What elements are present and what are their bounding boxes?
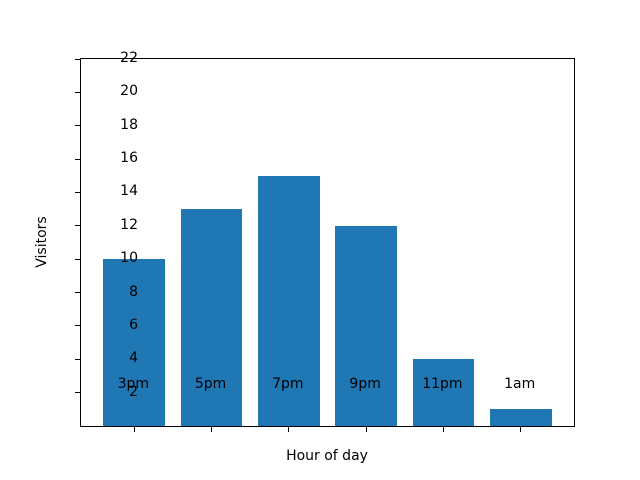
y-tick-mark — [75, 191, 80, 193]
x-tick-mark — [211, 427, 213, 432]
x-tick-label-7pm: 7pm — [272, 376, 304, 392]
bar-9pm — [335, 225, 398, 426]
x-tick-mark — [520, 427, 522, 432]
x-tick-label-11pm: 11pm — [422, 376, 463, 392]
x-tick-label-3pm: 3pm — [117, 376, 150, 392]
y-tick-mark — [75, 392, 80, 394]
x-tick-mark — [365, 427, 367, 432]
y-tick-label: 2 — [129, 383, 138, 400]
plot-area — [75, 58, 575, 432]
y-tick-label: 12 — [120, 216, 138, 233]
y-tick-mark — [75, 258, 80, 260]
x-tick-label-5pm: 5pm — [194, 376, 227, 392]
y-axis-label: Visitors — [34, 216, 50, 268]
y-tick-label: 8 — [129, 283, 138, 300]
y-tick-label: 16 — [120, 150, 138, 167]
x-tick-label-1am: 1am — [504, 376, 536, 392]
y-tick-mark — [75, 125, 80, 127]
bar-11pm — [412, 359, 475, 426]
x-tick-mark — [442, 427, 444, 432]
y-tick-label: 20 — [120, 83, 138, 100]
x-tick-label-9pm: 9pm — [349, 376, 381, 392]
x-tick-mark — [133, 427, 135, 432]
y-tick-mark — [75, 158, 80, 160]
y-tick-label: 18 — [120, 116, 138, 133]
bar-5pm — [180, 209, 243, 426]
bar-3pm — [103, 259, 166, 426]
y-tick-label: 22 — [120, 50, 138, 66]
bar-1am — [489, 409, 552, 426]
y-tick-label: 6 — [129, 316, 138, 333]
y-tick-label: 10 — [120, 250, 138, 267]
y-tick-label: 4 — [129, 350, 138, 367]
y-tick-mark — [75, 58, 80, 60]
y-tick-mark — [75, 292, 80, 294]
x-tick-mark — [288, 427, 290, 432]
y-tick-label: 14 — [120, 183, 138, 200]
bar-7pm — [257, 175, 320, 426]
y-tick-mark — [75, 91, 80, 93]
y-tick-mark — [75, 325, 80, 327]
x-axis-label: Hour of day — [286, 448, 368, 464]
y-tick-mark — [75, 225, 80, 227]
y-tick-mark — [75, 358, 80, 360]
